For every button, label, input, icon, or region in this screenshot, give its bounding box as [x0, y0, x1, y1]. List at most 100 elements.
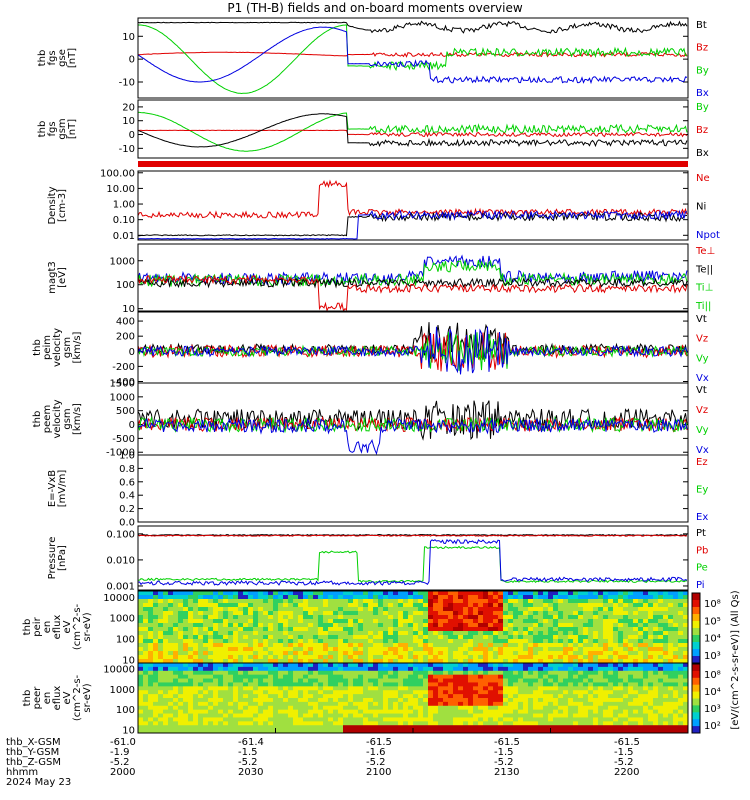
footer-value: 2130 [494, 767, 520, 778]
plot-title: P1 (TH-B) fields and on-board moments ov… [227, 1, 523, 15]
legend-entry: Te|| [695, 264, 713, 275]
ylabel-peem-velocity: [km/s] [72, 403, 83, 435]
footer-value: 2000 [110, 767, 136, 778]
colorbar-cell [692, 726, 700, 734]
footer-value: -1.9 [110, 747, 130, 758]
footer-row-name: thb_Y-GSM [6, 747, 60, 758]
ylabel-peir-spec: sr-eV) [82, 612, 93, 641]
legend-entry: Ti⊥ [695, 283, 713, 294]
colorbar-tick: 10⁴ [704, 687, 721, 698]
colorbar [691, 592, 701, 664]
colorbar-tick: 10⁸ [704, 670, 721, 681]
series-line [137, 111, 688, 152]
footer-value: -5.2 [110, 757, 130, 768]
ylabel-efield: [mV/m] [57, 470, 68, 508]
ylabel-efield: E=-VxB [47, 470, 58, 507]
footer-value: -61.5 [614, 737, 640, 748]
colorbar [691, 663, 701, 734]
series-line [138, 129, 688, 138]
panel-frame [137, 99, 689, 159]
colorbar-cell [692, 642, 700, 650]
series-line [137, 545, 688, 584]
footer-value: -61.4 [238, 737, 264, 748]
quality-flag-bar [138, 161, 688, 167]
panel-fgs-gsm: thb fgs gsm [nT] 20 10 0 -10 By Bz Bx [37, 99, 709, 159]
colorbar-cell [692, 677, 700, 686]
panel-frame [137, 243, 689, 312]
ytick-label: 0 [129, 55, 135, 66]
colorbar-tick: 10² [704, 721, 721, 732]
colorbar-tick: 10⁸ [704, 599, 721, 610]
ytick-label: 400 [116, 317, 135, 328]
legend-entry: Ti|| [695, 301, 711, 312]
panel-frame [137, 17, 689, 99]
ylabel-peer-spec: sr-eV) [82, 683, 93, 712]
ylabel-peir-spec: en [42, 621, 53, 634]
ylabel-peir-spec: peir [32, 616, 43, 636]
colorbar-cell [692, 698, 700, 706]
ytick-label: 100 [116, 280, 135, 291]
ytick-label: 1.0 [119, 451, 135, 462]
footer-value: -5.2 [366, 757, 386, 768]
colorbar-cell [692, 614, 700, 622]
panel-peem-velocity: thb peem velocity gsm [km/s] 1500 1000 500 0 -500… [32, 379, 709, 459]
series-line [137, 254, 688, 286]
series-line [137, 538, 688, 586]
ylabel-peer-spec: thb [22, 690, 33, 707]
ylabel-peir-spec: (cm^2-s- [72, 603, 83, 650]
ytick-label: 0.10 [113, 215, 135, 226]
panel-fgs-gse: thb fgs gse [nT] 10 0 -10 Bt Bz By Bx [37, 17, 709, 99]
series-line [137, 20, 688, 34]
series-line [137, 211, 688, 237]
series-line [137, 273, 688, 312]
ytick-label: 0.100 [106, 529, 135, 540]
legend-entry: Ne [696, 173, 710, 184]
ytick-label: -10 [119, 78, 135, 89]
panel-peim-velocity: thb peim velocity gsm [km/s] 400 200 0 -200 -400 V… [32, 311, 709, 388]
ylabel-peem-velocity: velocity [52, 399, 63, 438]
footer-value: -61.5 [494, 737, 520, 748]
footer-value: 2030 [238, 767, 264, 778]
legend-entry: Bt [696, 20, 707, 31]
colorbar-cell [692, 684, 700, 693]
ytick-label: -500 [112, 434, 135, 445]
colorbar-cell [692, 600, 700, 608]
ylabel-peim-velocity: [km/s] [72, 331, 83, 363]
ytick-label: -200 [112, 362, 135, 373]
footer-value: -1.5 [238, 747, 258, 758]
colorbar-cell [692, 670, 700, 679]
ytick-label: 10000 [103, 665, 135, 676]
ytick-label: 100.00 [100, 168, 135, 179]
ytick-label: 0.001 [106, 581, 135, 592]
footer-value: -5.2 [614, 757, 634, 768]
ytick-label: 0.6 [119, 477, 135, 488]
colorbar-cell [692, 656, 700, 664]
legend-entry: Vt [696, 385, 707, 396]
ylabel-fgs-gsm: gsm [57, 118, 68, 139]
footer-value: -1.5 [614, 747, 634, 758]
footer-value: -5.2 [494, 757, 514, 768]
colorbar-cell [692, 664, 700, 672]
ytick-label: 0.2 [119, 504, 135, 515]
ytick-label: 0.010 [106, 555, 135, 566]
ylabel-peer-spec: eV [62, 691, 73, 704]
series-line [137, 326, 688, 375]
ylabel-peir-spec: eV [62, 620, 73, 633]
series-line [137, 209, 687, 240]
ytick-label: 200 [116, 332, 135, 343]
ylabel-temperature: [eV] [57, 267, 68, 288]
ylabel-peim-velocity: velocity [52, 328, 63, 367]
series-line [137, 331, 688, 371]
ytick-label: -1000 [106, 448, 135, 459]
colorbar-cell [692, 593, 700, 601]
footer-value: 2200 [614, 767, 640, 778]
colorbar-cell [692, 621, 700, 629]
ytick-label: 100 [116, 634, 135, 645]
colorbar-cell [692, 635, 700, 643]
ytick-label: 0 [129, 130, 135, 141]
ytick-label: 500 [116, 406, 135, 417]
ytick-label: 10 [122, 32, 135, 43]
colorbar-cell [692, 691, 700, 699]
ytick-label: 1000 [110, 392, 135, 403]
